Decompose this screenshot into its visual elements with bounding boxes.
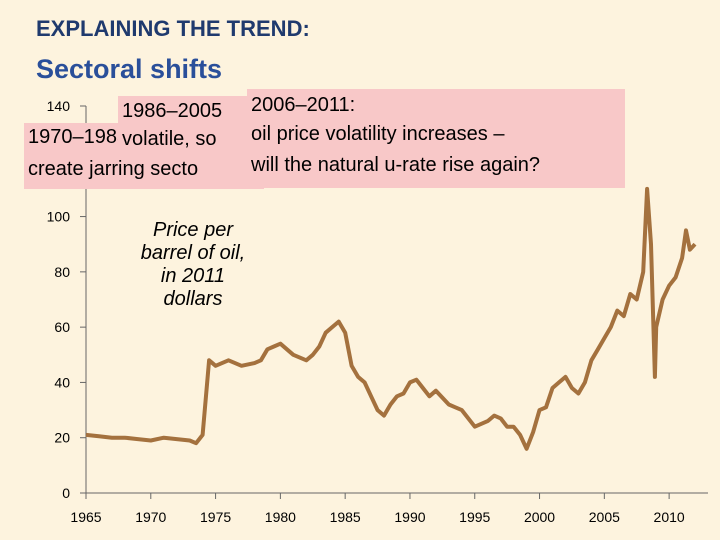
annotation-1986-line-2: volatile, so [122,128,217,150]
inset-line-1: Price per [152,219,234,241]
x-tick-label: 1975 [200,509,231,525]
y-tick-label: 0 [62,485,70,501]
annotation-2006-line-3: will the natural u-rate rise again? [251,154,541,176]
annotation-2006-line-1: 2006–2011: [251,94,356,116]
y-tick-label: 140 [47,98,71,114]
inset-line-3: in 2011 [160,265,226,287]
y-tick-label: 20 [54,430,70,446]
x-tick-label: 1970 [135,509,166,525]
slide-kicker: EXPLAINING THE TREND: [36,16,310,41]
inset-line-4: dollars [163,288,223,310]
x-tick-label: 1985 [330,509,361,525]
x-tick-label: 1980 [265,509,296,525]
x-tick-label: 1995 [459,509,490,525]
tick-labels: 0204060801001201401965197019751980198519… [47,98,685,525]
annotation-1986-line-1: 1986–2005 [122,100,223,122]
y-tick-label: 100 [47,209,71,225]
slide-heading: Sectoral shifts [36,54,223,84]
inset-line-2: barrel of oil, [140,242,246,264]
x-tick-label: 2005 [589,509,620,525]
x-tick-label: 2000 [524,509,555,525]
y-tick-label: 60 [54,319,70,335]
x-tick-label: 1965 [70,509,101,525]
x-tick-label: 2010 [654,509,685,525]
annotation-box-1986: 1986–2005 volatile, so [118,96,260,156]
annotation-box-2006: 2006–2011: oil price volatility increase… [247,89,625,188]
annotation-1970-line-1: 1970–1985: [28,126,134,148]
x-tick-label: 1990 [394,509,425,525]
y-axis-inset-label: Price per barrel of oil, in 2011 dollars [118,219,268,311]
annotation-2006-line-2: oil price volatility increases – [251,123,505,145]
y-tick-label: 40 [54,374,70,390]
annotation-1970-line-2: create jarring secto [28,158,199,180]
series-line-oil-price [85,186,697,451]
y-tick-label: 80 [54,264,70,280]
